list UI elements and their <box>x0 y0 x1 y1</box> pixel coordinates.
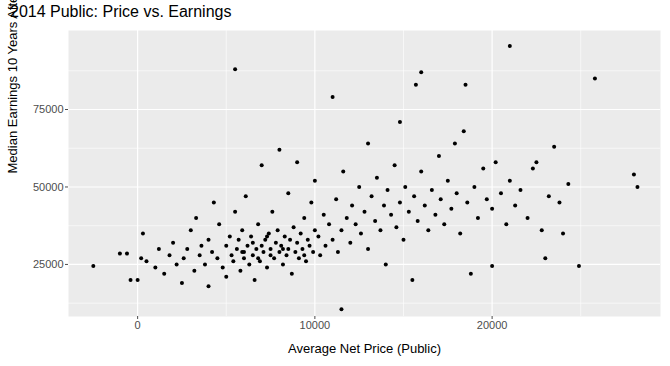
svg-text:50000: 50000 <box>33 180 64 192</box>
svg-text:25000: 25000 <box>33 258 64 270</box>
svg-text:10000: 10000 <box>300 319 331 331</box>
svg-text:20000: 20000 <box>477 319 508 331</box>
svg-text:75000: 75000 <box>33 103 64 115</box>
svg-text:Median Earnings 10 Years After: Median Earnings 10 Years After Entry <box>5 0 20 174</box>
svg-text:Average Net Price (Public): Average Net Price (Public) <box>288 341 441 356</box>
html-text:2014 Public: Price vs. Earning: 2014 Public: Price vs. Earnings <box>10 3 232 20</box>
svg-text:0: 0 <box>135 319 141 331</box>
